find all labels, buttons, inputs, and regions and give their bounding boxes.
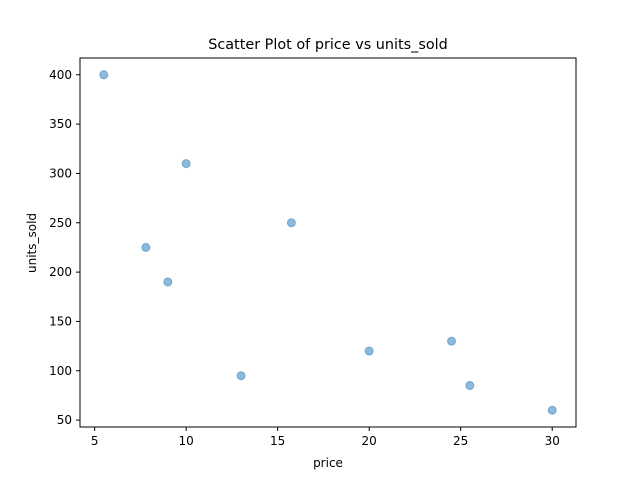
y-tick-label-5: 300 [49, 166, 72, 180]
y-tick-label-7: 400 [49, 68, 72, 82]
y-tick-label-2: 150 [49, 314, 72, 328]
x-axis-label: price [313, 456, 343, 470]
data-point-4 [163, 277, 173, 287]
plot-area-frame [79, 57, 577, 428]
y-axis-label: units_sold [25, 213, 39, 273]
data-point-6 [364, 346, 374, 356]
data-point-9 [547, 405, 557, 415]
x-tick-label-3: 20 [362, 434, 377, 448]
y-tick-label-3: 200 [49, 265, 72, 279]
x-axis-ticks: 5 10 15 20 25 30 [91, 427, 560, 448]
data-point-2 [286, 218, 296, 228]
y-tick-label-0: 50 [57, 413, 72, 427]
y-tick-label-4: 250 [49, 216, 72, 230]
data-point-0 [99, 70, 109, 80]
y-axis-ticks: 50 100 150 200 250 300 350 400 [49, 68, 80, 427]
data-points [99, 70, 557, 415]
x-tick-label-4: 25 [453, 434, 468, 448]
x-tick-label-5: 30 [545, 434, 560, 448]
data-point-5 [447, 336, 457, 346]
x-tick-label-2: 15 [270, 434, 285, 448]
data-point-1 [181, 159, 191, 169]
chart-title: Scatter Plot of price vs units_sold [208, 37, 448, 53]
data-point-8 [465, 381, 475, 391]
x-tick-label-0: 5 [91, 434, 99, 448]
data-point-7 [236, 371, 246, 381]
y-tick-label-6: 350 [49, 117, 72, 131]
data-point-3 [141, 242, 151, 252]
x-tick-label-1: 10 [179, 434, 194, 448]
y-tick-label-1: 100 [49, 364, 72, 378]
